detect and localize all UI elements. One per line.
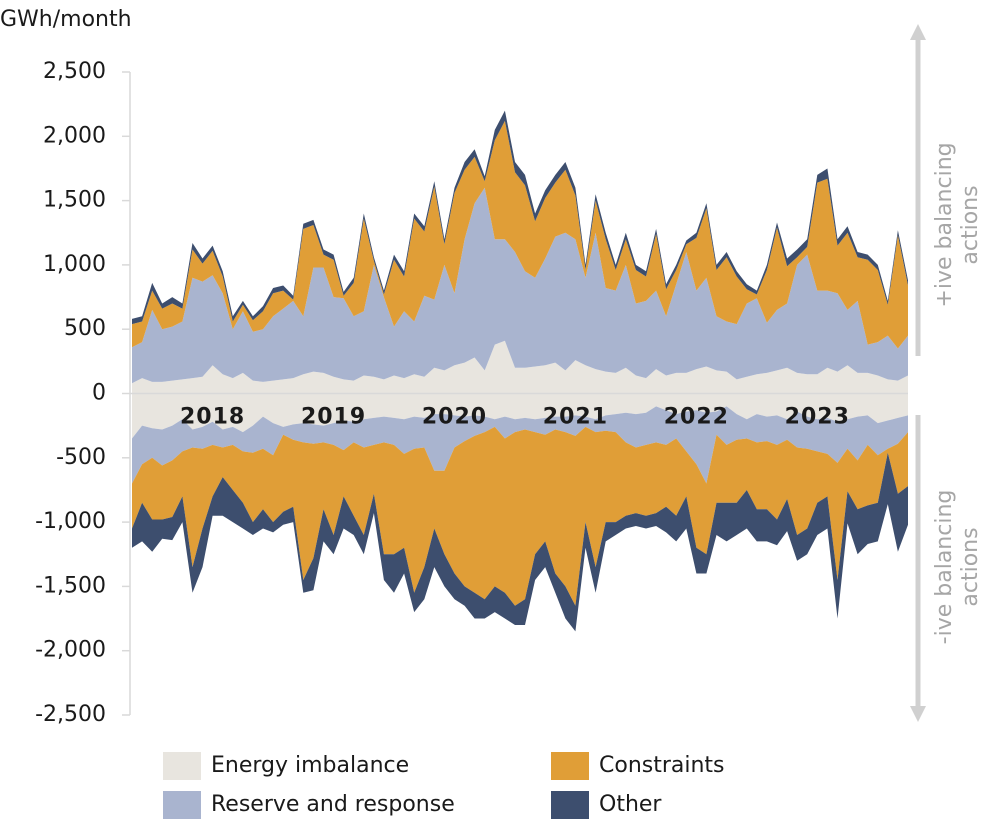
- y-tick-label: 2,000: [43, 123, 106, 148]
- y-unit-label: GWh/month: [0, 7, 132, 32]
- x-tick-label: 2022: [664, 405, 729, 430]
- x-tick-label: 2018: [180, 405, 245, 430]
- x-tick-label: 2021: [543, 405, 608, 430]
- legend-label: Reserve and response: [211, 792, 455, 817]
- arrow-head: [910, 24, 926, 40]
- area: [132, 393, 908, 439]
- legend-label: Other: [599, 792, 662, 817]
- arrow-head: [910, 706, 926, 722]
- side-arrows: [910, 24, 926, 722]
- y-tick-label: 1,500: [43, 188, 106, 213]
- y-tick-label: 500: [64, 316, 106, 341]
- legend-swatch: [551, 791, 589, 819]
- x-tick-label: 2023: [785, 405, 850, 430]
- area: [132, 406, 908, 484]
- negative-label: -ive balancingactions: [932, 490, 983, 645]
- positive-label: +ive balancingactions: [932, 142, 983, 307]
- x-tick-label: 2020: [422, 405, 487, 430]
- area: [132, 120, 908, 349]
- area: [132, 187, 908, 384]
- y-tick-label: -2,500: [35, 702, 106, 727]
- y-tick-label: -1,000: [35, 509, 106, 534]
- legend-swatch: [163, 752, 201, 780]
- y-tick-label: -2,000: [35, 638, 106, 663]
- areas: [132, 110, 908, 632]
- legend-swatch: [551, 752, 589, 780]
- legend-label: Constraints: [599, 753, 725, 778]
- y-tick-label: 0: [92, 381, 106, 406]
- legend-label: Energy imbalance: [211, 753, 409, 778]
- y-tick-label: 1,000: [43, 252, 106, 277]
- y-tick-label: -1,500: [35, 573, 106, 598]
- area: [132, 426, 908, 606]
- y-tick-label: 2,500: [43, 59, 106, 84]
- area: [132, 340, 908, 394]
- legend-swatch: [163, 791, 201, 819]
- x-tick-label: 2019: [301, 405, 366, 430]
- y-tick-label: -500: [56, 445, 106, 470]
